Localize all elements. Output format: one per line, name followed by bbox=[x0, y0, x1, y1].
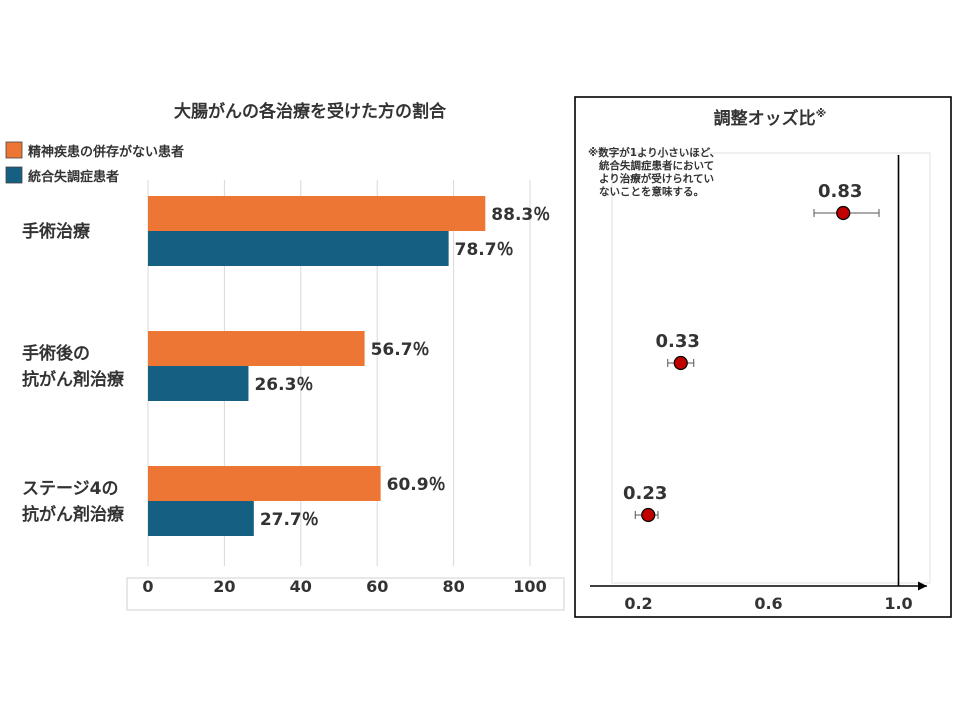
odds-note: ※数字が1より小さいほど、統合失調症患者においてより治療が受けられていないことを… bbox=[588, 146, 720, 198]
axis-arrow-icon bbox=[918, 581, 927, 591]
bar-value-label: 88.3％ bbox=[491, 205, 550, 225]
odds-ratio-panel: 調整オッズ比※ ※数字が1より小さいほど、統合失調症患者においてより治療が受けら… bbox=[574, 96, 952, 618]
odds-point bbox=[673, 355, 688, 371]
bar-value-label: 60.9％ bbox=[387, 475, 446, 495]
odds-point-label: 0.23 bbox=[623, 483, 667, 504]
bar-chart-panel: 88.3％ 78.7％ 56.7％ 26.3％ 60.9％ 27.7％ 手術治療手術後の抗… bbox=[5, 101, 565, 611]
bar-x-tick-label: 0 bbox=[142, 577, 153, 596]
bar-0-0 bbox=[148, 196, 486, 231]
category-label: 手術後の抗がん剤治療 bbox=[22, 343, 125, 390]
bar-2-1 bbox=[148, 501, 254, 536]
bar-x-tick-label: 100 bbox=[513, 577, 546, 596]
bar-x-tick-label: 20 bbox=[213, 577, 235, 596]
odds-panel-frame bbox=[574, 96, 952, 618]
bars bbox=[148, 196, 486, 536]
bar-x-tick-label: 40 bbox=[290, 577, 312, 596]
odds-x-tick-label: 1.0 bbox=[884, 594, 912, 613]
bar-x-tick-label: 60 bbox=[366, 577, 388, 596]
odds-point-label: 0.33 bbox=[656, 331, 700, 352]
odds-chart-title-mark: ※ bbox=[816, 107, 827, 120]
odds-point bbox=[641, 507, 656, 523]
odds-point-label: 0.83 bbox=[818, 181, 862, 202]
odds-point bbox=[836, 205, 851, 221]
bar-value-label: 78.7％ bbox=[455, 240, 514, 260]
legend-label-series-0: 精神疾患の併存がない患者 bbox=[28, 144, 184, 160]
bar-1-0 bbox=[148, 331, 365, 366]
bar-x-tick-label: 80 bbox=[442, 577, 464, 596]
bar-value-label: 27.7％ bbox=[260, 510, 319, 530]
odds-points: 0.83 0.33 0.23 bbox=[623, 181, 880, 523]
bar-0-1 bbox=[148, 231, 449, 266]
odds-chart-title-text: 調整オッズ比 bbox=[714, 108, 816, 129]
legend: 精神疾患の併存がない患者 統合失調症患者 bbox=[5, 141, 184, 185]
category-label: ステージ4の抗がん剤治療 bbox=[22, 479, 125, 525]
bar-chart-title: 大腸がんの各治療を受けた方の割合 bbox=[174, 101, 447, 122]
legend-swatch-series-0 bbox=[5, 141, 23, 159]
legend-label-series-1: 統合失調症患者 bbox=[28, 169, 119, 185]
x-axis-frame bbox=[126, 577, 565, 611]
bar-1-1 bbox=[148, 366, 249, 401]
odds-x-tick-label: 0.6 bbox=[754, 594, 782, 613]
bar-x-tick-labels: 0 20 40 60 80 100 bbox=[142, 577, 546, 596]
bar-value-label: 26.3％ bbox=[254, 375, 313, 395]
bar-value-label: 56.7％ bbox=[371, 340, 430, 360]
category-label: 手術治療 bbox=[22, 221, 91, 242]
odds-chart-title: 調整オッズ比※ bbox=[714, 107, 827, 129]
odds-x-tick-label: 0.2 bbox=[624, 594, 652, 613]
bar-value-labels: 88.3％ 78.7％ 56.7％ 26.3％ 60.9％ 27.7％ bbox=[254, 205, 550, 530]
legend-swatch-series-1 bbox=[5, 166, 23, 184]
odds-x-axis: 0.2 0.6 1.0 bbox=[590, 155, 927, 613]
bar-2-0 bbox=[148, 466, 381, 501]
odds-plot-area bbox=[611, 152, 931, 584]
